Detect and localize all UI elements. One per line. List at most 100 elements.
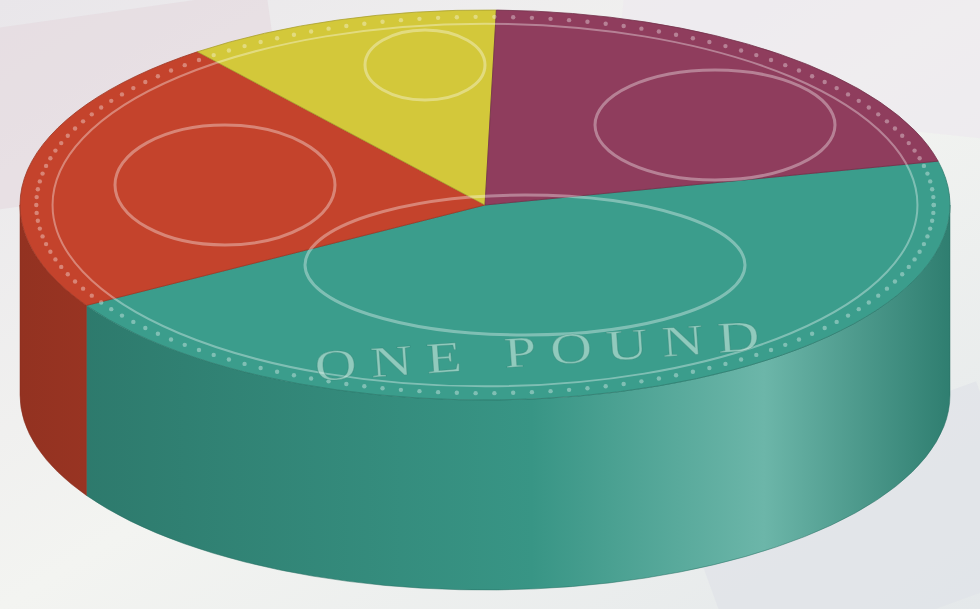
coin-bead: [492, 15, 496, 19]
coin-bead: [492, 391, 496, 395]
coin-bead: [48, 250, 52, 254]
coin-bead: [657, 29, 661, 33]
coin-bead: [723, 362, 727, 366]
coin-bead: [326, 26, 330, 30]
coin-bead: [242, 44, 246, 48]
coin-bead: [275, 36, 279, 40]
coin-bead: [66, 134, 70, 138]
coin-bead: [707, 40, 711, 44]
coin-bead: [73, 279, 77, 283]
coin-bead: [917, 156, 921, 160]
coin-bead: [275, 370, 279, 374]
coin-bead: [603, 384, 607, 388]
coin-bead: [931, 195, 935, 199]
coin-bead: [99, 300, 103, 304]
coin-bead: [131, 320, 135, 324]
coin-bead: [81, 119, 85, 123]
coin-bead: [530, 390, 534, 394]
coin-bead: [53, 148, 57, 152]
coin-bead: [567, 388, 571, 392]
coin-bead: [925, 234, 929, 238]
coin-bead: [53, 257, 57, 261]
coin-bead: [143, 326, 147, 330]
coin-bead: [40, 171, 44, 175]
coin-bead: [169, 68, 173, 72]
coin-bead: [893, 126, 897, 130]
coin-bead: [436, 390, 440, 394]
coin-bead: [674, 33, 678, 37]
coin-bead: [548, 17, 552, 21]
coin-bead: [36, 219, 40, 223]
coin-crest: [595, 70, 835, 180]
coin-bead: [90, 293, 94, 297]
coin-bead: [723, 44, 727, 48]
coin-bead: [797, 337, 801, 341]
coin-bead: [455, 15, 459, 19]
coin-bead: [707, 366, 711, 370]
coin-bead: [932, 203, 936, 207]
coin-bead: [227, 357, 231, 361]
coin-bead: [674, 373, 678, 377]
coin-bead: [362, 22, 366, 26]
coin-bead: [197, 58, 201, 62]
pie-slice: [197, 10, 496, 205]
coin-bead: [40, 234, 44, 238]
coin-crest: [365, 30, 485, 100]
coin-bead: [197, 348, 201, 352]
coin-bead: [183, 63, 187, 67]
coin-bead: [120, 313, 124, 317]
coin-bead: [242, 362, 246, 366]
coin-bead: [34, 203, 38, 207]
coin-bead: [473, 15, 477, 19]
coin-bead: [48, 156, 52, 160]
coin-bead: [212, 353, 216, 357]
coin-bead: [621, 24, 625, 28]
coin-bead: [857, 99, 861, 103]
coin-bead: [66, 272, 70, 276]
coin-bead: [380, 386, 384, 390]
coin-bead: [227, 48, 231, 52]
coin-bead: [81, 286, 85, 290]
coin-bead: [928, 179, 932, 183]
coin-bead: [473, 391, 477, 395]
coin-bead: [885, 119, 889, 123]
coin-bead: [912, 148, 916, 152]
background: [0, 0, 980, 609]
coin-bead: [931, 211, 935, 215]
coin-bead: [292, 33, 296, 37]
coin-bead: [834, 320, 838, 324]
coin-bead: [783, 63, 787, 67]
coin-bead: [907, 141, 911, 145]
coin-bead: [932, 203, 936, 207]
coin-bead: [417, 17, 421, 21]
coin-bead: [59, 141, 63, 145]
coin-bead: [73, 126, 77, 130]
coin-bead: [169, 337, 173, 341]
coin-bead: [810, 74, 814, 78]
coin-bead: [156, 74, 160, 78]
coin-bead: [922, 242, 926, 246]
coin-bead: [34, 195, 38, 199]
coin-bead: [109, 307, 113, 311]
coin-bead: [511, 391, 515, 395]
coin-bead: [38, 179, 42, 183]
coin-bead: [639, 26, 643, 30]
coin-bead: [399, 18, 403, 22]
coin-bead: [834, 86, 838, 90]
coin-bead: [769, 58, 773, 62]
coin-bead: [846, 92, 850, 96]
coin-bead: [876, 112, 880, 116]
coin-bead: [846, 313, 850, 317]
coin-bead: [183, 343, 187, 347]
coin-bead: [292, 373, 296, 377]
coin-crest: [305, 195, 745, 335]
coin-bead: [156, 332, 160, 336]
coin-bead: [309, 29, 313, 33]
coin-bead: [90, 112, 94, 116]
coin-bead: [876, 293, 880, 297]
coin-bead: [511, 15, 515, 19]
coin-bead: [143, 80, 147, 84]
coin-bead: [930, 187, 934, 191]
coin-bead: [691, 36, 695, 40]
coin-bead: [754, 53, 758, 57]
